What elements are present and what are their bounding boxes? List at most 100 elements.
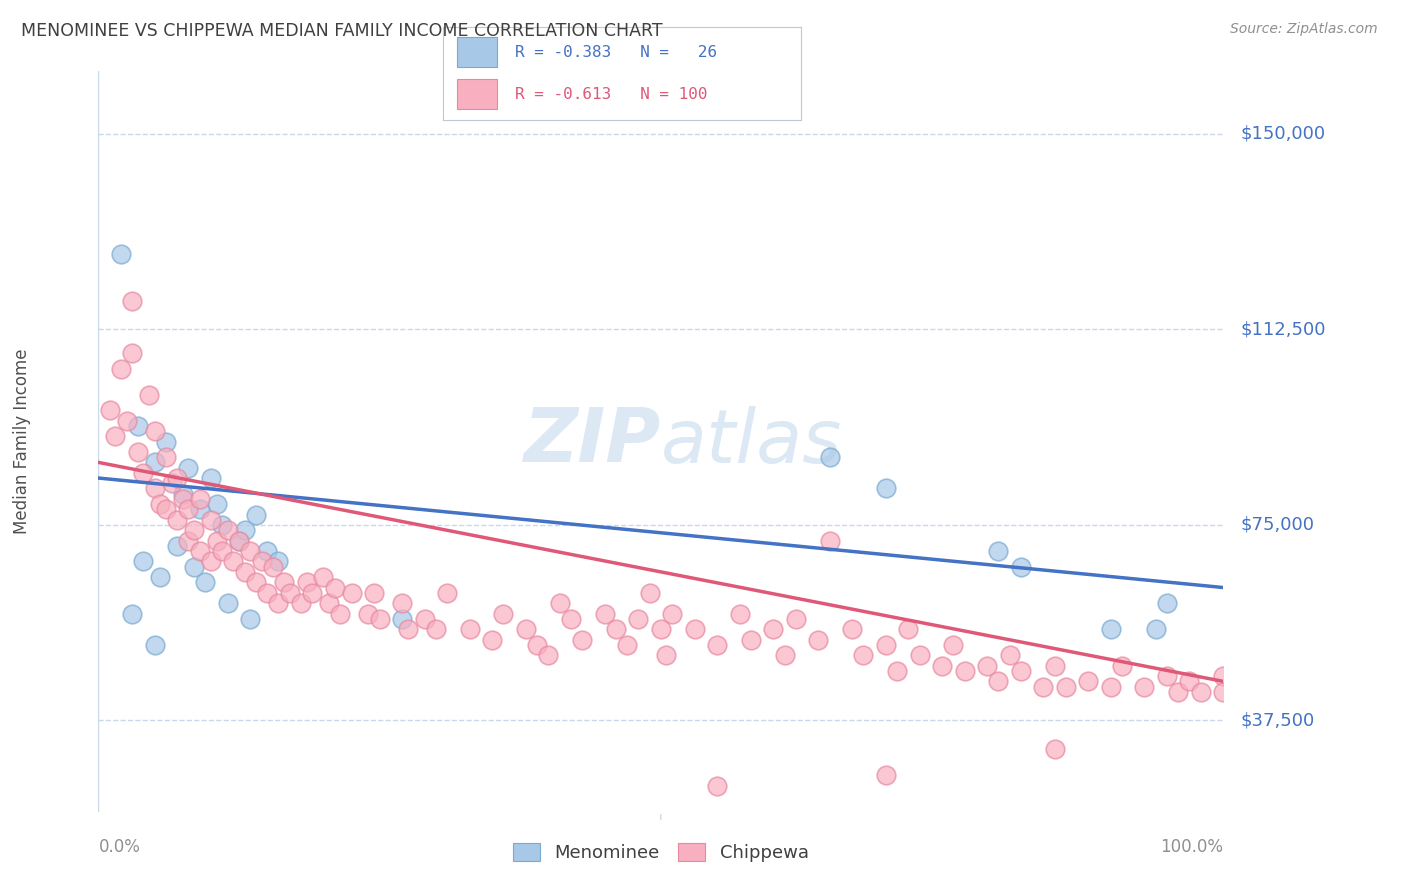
Point bbox=[256, 544, 278, 558]
Point bbox=[1133, 680, 1156, 694]
Point bbox=[228, 533, 250, 548]
Point bbox=[121, 346, 143, 360]
Point bbox=[655, 648, 678, 663]
Point bbox=[127, 418, 149, 433]
Point bbox=[875, 482, 897, 496]
Point bbox=[875, 638, 897, 652]
Point bbox=[852, 648, 875, 663]
Point bbox=[155, 434, 177, 449]
Point bbox=[239, 612, 262, 626]
Point bbox=[976, 658, 998, 673]
Point bbox=[1189, 685, 1212, 699]
Text: $112,500: $112,500 bbox=[1240, 320, 1326, 338]
Point bbox=[295, 575, 318, 590]
Point bbox=[188, 502, 211, 516]
Point bbox=[998, 648, 1021, 663]
Point bbox=[104, 429, 127, 443]
Point bbox=[515, 622, 537, 636]
Point bbox=[942, 638, 965, 652]
Text: R = -0.613   N = 100: R = -0.613 N = 100 bbox=[515, 87, 707, 102]
Text: MENOMINEE VS CHIPPEWA MEDIAN FAMILY INCOME CORRELATION CHART: MENOMINEE VS CHIPPEWA MEDIAN FAMILY INCO… bbox=[21, 22, 662, 40]
Text: Source: ZipAtlas.com: Source: ZipAtlas.com bbox=[1230, 22, 1378, 37]
Point bbox=[650, 622, 672, 636]
Point bbox=[1010, 664, 1032, 678]
Bar bbox=[457, 79, 496, 109]
Point bbox=[391, 596, 413, 610]
Point bbox=[143, 455, 166, 469]
Point bbox=[177, 533, 200, 548]
Point bbox=[1032, 680, 1054, 694]
Point bbox=[357, 607, 380, 621]
Point bbox=[425, 622, 447, 636]
Text: $75,000: $75,000 bbox=[1240, 516, 1315, 534]
Point bbox=[1054, 680, 1077, 694]
Point bbox=[841, 622, 863, 636]
Point bbox=[953, 664, 976, 678]
Point bbox=[638, 586, 661, 600]
Bar bbox=[457, 37, 496, 67]
Point bbox=[110, 361, 132, 376]
Point bbox=[391, 612, 413, 626]
Point bbox=[436, 586, 458, 600]
Point bbox=[323, 581, 346, 595]
Point bbox=[1167, 685, 1189, 699]
Point bbox=[1043, 658, 1066, 673]
Point bbox=[127, 445, 149, 459]
Point bbox=[987, 544, 1010, 558]
Point bbox=[340, 586, 363, 600]
Point bbox=[166, 539, 188, 553]
Point bbox=[200, 513, 222, 527]
Point bbox=[1111, 658, 1133, 673]
Point bbox=[143, 638, 166, 652]
Point bbox=[267, 554, 290, 568]
Point bbox=[931, 658, 953, 673]
Point bbox=[115, 414, 138, 428]
Point bbox=[571, 632, 593, 647]
Point bbox=[256, 586, 278, 600]
Point bbox=[627, 612, 650, 626]
Point bbox=[155, 502, 177, 516]
Point bbox=[262, 559, 284, 574]
Point bbox=[329, 607, 352, 621]
Point bbox=[245, 508, 267, 522]
Point bbox=[1178, 674, 1201, 689]
Point bbox=[177, 502, 200, 516]
Point bbox=[785, 612, 807, 626]
Text: ZIP: ZIP bbox=[523, 405, 661, 478]
Point bbox=[166, 471, 188, 485]
Point bbox=[177, 460, 200, 475]
Point bbox=[278, 586, 301, 600]
Point bbox=[818, 450, 841, 465]
Point bbox=[1156, 669, 1178, 683]
Point bbox=[1077, 674, 1099, 689]
Point bbox=[211, 544, 233, 558]
Point bbox=[273, 575, 295, 590]
Point bbox=[132, 554, 155, 568]
Point bbox=[1099, 680, 1122, 694]
Point bbox=[149, 570, 172, 584]
Point bbox=[661, 607, 683, 621]
Point bbox=[301, 586, 323, 600]
Point bbox=[1010, 559, 1032, 574]
Point bbox=[188, 544, 211, 558]
Point bbox=[205, 497, 228, 511]
Point bbox=[683, 622, 706, 636]
Point bbox=[233, 523, 256, 537]
Point bbox=[706, 779, 728, 793]
Point bbox=[987, 674, 1010, 689]
Text: R = -0.383   N =   26: R = -0.383 N = 26 bbox=[515, 45, 717, 60]
Point bbox=[143, 482, 166, 496]
Point bbox=[155, 450, 177, 465]
Point bbox=[132, 466, 155, 480]
Point bbox=[160, 476, 183, 491]
Point bbox=[1144, 622, 1167, 636]
Point bbox=[773, 648, 796, 663]
Point bbox=[183, 559, 205, 574]
Point bbox=[318, 596, 340, 610]
Point bbox=[312, 570, 335, 584]
Point bbox=[897, 622, 920, 636]
Point bbox=[762, 622, 785, 636]
Point bbox=[211, 518, 233, 533]
Point bbox=[98, 403, 121, 417]
Text: atlas: atlas bbox=[661, 406, 842, 477]
